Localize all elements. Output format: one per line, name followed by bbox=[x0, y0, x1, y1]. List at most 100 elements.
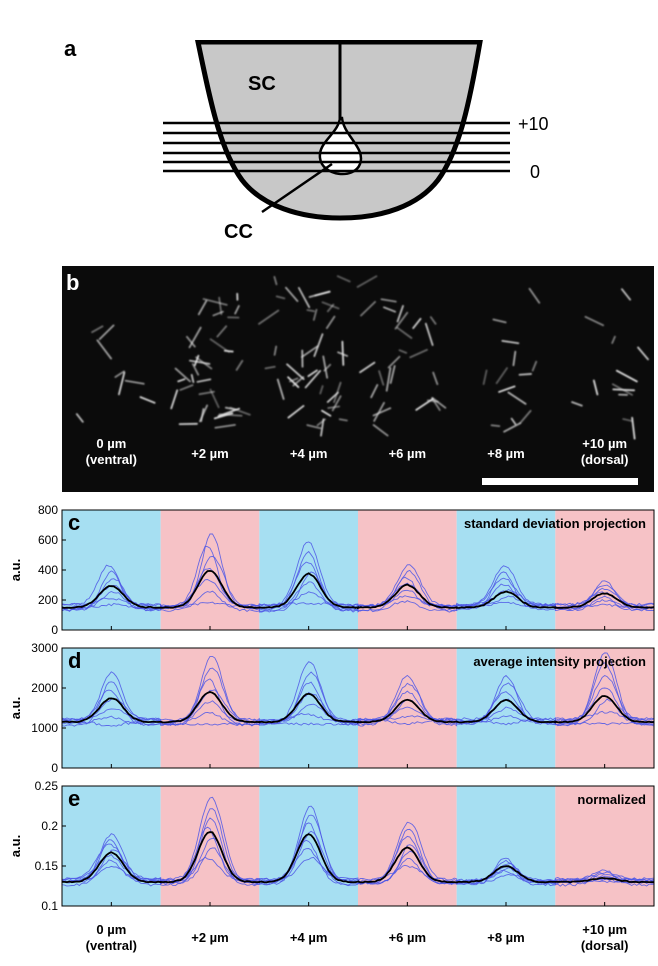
fiber bbox=[287, 405, 305, 419]
fiber bbox=[338, 418, 348, 422]
cc-pointer bbox=[261, 162, 333, 214]
fiber bbox=[118, 371, 126, 396]
fiber bbox=[429, 316, 437, 325]
fiber bbox=[396, 326, 413, 339]
fiber bbox=[170, 389, 179, 410]
panel-a-letter: a bbox=[64, 36, 77, 61]
chart-c: 0 200 400 600 800 a.u. c standard deviation pro… bbox=[8, 503, 655, 637]
band-4 bbox=[456, 786, 556, 906]
chart-annotation: average intensity projection bbox=[473, 654, 646, 669]
fiber bbox=[432, 371, 439, 386]
band-2 bbox=[259, 510, 358, 630]
ytick-label: 400 bbox=[38, 563, 58, 577]
fiber bbox=[571, 401, 583, 407]
ytick-label: 0.25 bbox=[35, 779, 59, 793]
band-1 bbox=[160, 648, 260, 768]
panel-letter: e bbox=[68, 786, 80, 811]
fiber bbox=[327, 405, 341, 409]
band-3 bbox=[358, 648, 457, 768]
fiber bbox=[431, 397, 447, 409]
ytick-label: 0.2 bbox=[41, 819, 58, 833]
fiber bbox=[307, 369, 318, 378]
fiber bbox=[321, 301, 340, 310]
panel-letter: d bbox=[68, 648, 81, 673]
fiber bbox=[492, 318, 507, 324]
fiber bbox=[611, 335, 616, 344]
scale-bar bbox=[482, 478, 638, 485]
fiber bbox=[196, 378, 212, 383]
ylabel: a.u. bbox=[8, 559, 23, 581]
level-bottom: 0 bbox=[530, 162, 540, 182]
x-category-label: +10 µm (dorsal) bbox=[555, 922, 654, 954]
fiber bbox=[490, 424, 501, 428]
fiber bbox=[360, 301, 376, 317]
fiber bbox=[276, 378, 285, 400]
chart-d: 0 1000 2000 3000 a.u. d average intensity proj… bbox=[8, 641, 655, 775]
fiber bbox=[209, 388, 220, 409]
central-canal bbox=[318, 116, 363, 176]
fiber bbox=[214, 424, 236, 429]
profile-charts: 0 200 400 600 800 a.u. c standard deviation pro… bbox=[8, 503, 655, 913]
fiber bbox=[300, 345, 319, 358]
x-category-label: +2 µm bbox=[161, 930, 260, 946]
band-2 bbox=[259, 648, 358, 768]
fiber bbox=[275, 295, 286, 300]
fiber bbox=[287, 376, 300, 388]
fiber bbox=[396, 305, 404, 323]
fiber bbox=[314, 290, 331, 297]
fiber bbox=[209, 338, 230, 353]
micro-section-5 bbox=[571, 288, 649, 440]
micro-label-line2: (ventral) bbox=[85, 452, 137, 467]
fiber bbox=[398, 349, 408, 354]
x-category-label: +4 µm bbox=[259, 930, 358, 946]
fiber bbox=[637, 346, 649, 361]
plot-frame bbox=[61, 785, 655, 907]
mean-trace bbox=[61, 691, 655, 724]
ytick-label: 0.15 bbox=[35, 859, 59, 873]
fiber bbox=[306, 309, 315, 313]
fiber bbox=[501, 339, 520, 345]
fiber bbox=[482, 369, 488, 386]
fiber bbox=[264, 365, 276, 370]
micro-section-3 bbox=[356, 275, 447, 437]
ylabel: a.u. bbox=[8, 697, 23, 719]
ylabel: a.u. bbox=[8, 835, 23, 857]
ytick-label: 600 bbox=[38, 533, 58, 547]
ytick-label: 0 bbox=[51, 761, 58, 775]
fiber bbox=[286, 363, 305, 381]
cc-label: CC bbox=[224, 221, 253, 243]
ytick-label: 3000 bbox=[31, 641, 58, 655]
fiber bbox=[507, 391, 527, 405]
x-category-label: 0 µm (ventral) bbox=[62, 922, 161, 954]
fiber bbox=[304, 370, 321, 389]
fiber bbox=[336, 275, 351, 283]
fiber bbox=[592, 379, 599, 396]
micro-label-line1: +8 µm bbox=[487, 446, 525, 461]
fiber bbox=[503, 422, 522, 433]
micro-label-line1: +2 µm bbox=[191, 446, 229, 461]
fiber bbox=[510, 417, 517, 425]
fiber bbox=[306, 424, 322, 430]
fiber bbox=[197, 300, 208, 316]
fiber bbox=[495, 367, 508, 385]
micro-label-line1: 0 µm bbox=[96, 436, 127, 451]
fiber bbox=[202, 298, 228, 306]
micro-section-2 bbox=[258, 275, 351, 437]
fiber bbox=[124, 379, 145, 385]
fiber bbox=[234, 305, 240, 315]
fiber bbox=[319, 385, 324, 395]
fiber bbox=[96, 339, 112, 360]
fiber bbox=[321, 409, 332, 417]
fiber bbox=[385, 367, 392, 392]
fiber bbox=[179, 384, 194, 391]
fiber bbox=[229, 406, 251, 416]
fiber bbox=[313, 333, 324, 358]
fiber bbox=[372, 424, 389, 437]
fiber bbox=[373, 401, 385, 422]
fiber bbox=[323, 363, 332, 372]
micro-section-label: +8 µm bbox=[457, 446, 556, 462]
chart-annotation: normalized bbox=[577, 792, 646, 807]
fiber bbox=[326, 303, 335, 313]
band-1 bbox=[160, 786, 260, 906]
fiber bbox=[518, 373, 532, 376]
